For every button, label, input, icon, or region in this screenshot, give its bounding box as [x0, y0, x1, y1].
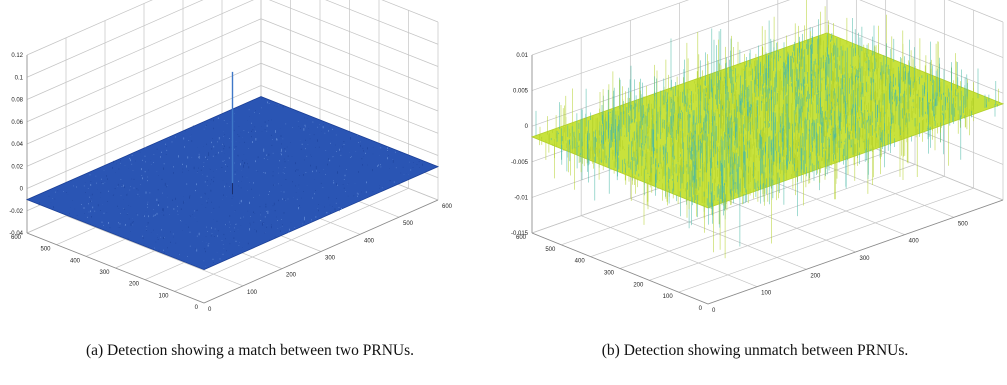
- z-tick-label: 0.04: [11, 142, 23, 148]
- caption-b: (b) Detection showing unmatch between PR…: [601, 342, 909, 359]
- gridline: [826, 21, 1004, 94]
- y-tick-label: 600: [516, 235, 527, 241]
- x-tick-label: 500: [958, 221, 969, 227]
- x-tick-label: 0: [208, 307, 212, 313]
- y-tick-label: 100: [663, 294, 674, 300]
- x-tick-label: 400: [364, 238, 375, 244]
- x-tick-label: 500: [403, 221, 414, 227]
- gridline: [174, 188, 409, 292]
- surface-plot-a: 0.12 0.1 0.08 0.06 0.04 0.02 0 -0.02 -0.04 0 100 20…: [9, 0, 453, 313]
- x-tick-label: 200: [286, 273, 297, 279]
- x-tick-label: 200: [810, 273, 821, 279]
- gridline: [325, 0, 439, 45]
- z-tick-label: 0.12: [11, 53, 23, 59]
- y-tick-label: 300: [604, 271, 615, 277]
- chart-panel-b: 0.01 0.005 0 -0.005 -0.01 -0.015 0 100 200 300 400…: [505, 0, 1005, 385]
- gridline: [531, 0, 791, 91]
- x-tick-label: 0: [712, 308, 716, 314]
- gridline: [619, 164, 916, 269]
- gridline: [678, 187, 974, 293]
- z-tick-label: -0.01: [514, 195, 528, 201]
- y-tick-label: 600: [11, 235, 22, 241]
- z-tick-label: 0.1: [15, 75, 24, 81]
- gridline: [26, 40, 262, 145]
- z-tick-label: 0: [20, 187, 24, 193]
- y-tick-label: 400: [70, 258, 81, 264]
- x-tick-label: 100: [761, 291, 772, 297]
- z-tick-label: 0: [525, 124, 529, 130]
- axis-line: [26, 232, 205, 304]
- gridline: [260, 40, 439, 112]
- z-tick-label: -0.04: [9, 231, 23, 237]
- y-tick-label: 500: [40, 247, 51, 253]
- z-tick-label: 0.06: [11, 120, 23, 126]
- tick-labels-b: 0.01 0.005 0 -0.005 -0.01 -0.015 0 100 200 300 400…: [511, 53, 969, 314]
- tick-labels-a: 0.12 0.1 0.08 0.06 0.04 0.02 0 -0.02 -0.04 0 100 20…: [9, 53, 452, 313]
- gridline: [26, 85, 262, 189]
- gridline: [26, 0, 204, 78]
- x-tick-label: 100: [247, 290, 258, 296]
- z-tick-label: 0.01: [516, 53, 528, 59]
- gridline: [26, 18, 262, 123]
- axis-line: [203, 199, 439, 304]
- y-tick-label: 500: [545, 247, 556, 253]
- gridline: [26, 0, 254, 100]
- z-tick-label: -0.02: [9, 209, 23, 215]
- gridline: [260, 85, 439, 156]
- gridline: [260, 18, 439, 90]
- x-tick-label: 300: [325, 256, 336, 262]
- x-tick-label: 600: [442, 204, 453, 210]
- gridline: [381, 0, 439, 23]
- gridline: [859, 0, 1004, 58]
- x-tick-label: 300: [860, 256, 871, 262]
- z-tick-label: 0.02: [11, 164, 23, 170]
- gridline: [260, 62, 439, 134]
- surface-plot-b: 0.01 0.005 0 -0.005 -0.01 -0.015 0 100 200 300 400…: [511, 0, 1005, 314]
- y-tick-label: 0: [195, 305, 199, 311]
- gridline: [947, 0, 1004, 23]
- chart-panel-a: 0.12 0.1 0.08 0.06 0.04 0.02 0 -0.02 -0.04 0 100 20…: [0, 0, 500, 385]
- gridline: [26, 0, 153, 56]
- y-tick-label: 100: [158, 293, 169, 299]
- gridline: [590, 152, 886, 257]
- caption-a: (a) Detection showing a match between tw…: [85, 342, 414, 359]
- surface-a: [25, 71, 440, 271]
- z-tick-label: 0.005: [513, 89, 529, 95]
- gridline: [26, 62, 262, 167]
- y-tick-label: 0: [699, 306, 703, 312]
- axis-line: [707, 199, 1004, 305]
- z-tick-label: 0.08: [11, 98, 23, 104]
- gridline: [531, 21, 828, 127]
- y-tick-label: 200: [129, 282, 140, 288]
- y-tick-label: 400: [575, 259, 586, 265]
- axis-line: [531, 232, 709, 305]
- surface-b: [530, 0, 1005, 259]
- gridline: [268, 0, 439, 67]
- z-tick-label: -0.015: [511, 231, 529, 237]
- y-tick-label: 200: [633, 282, 644, 288]
- z-tick-label: -0.005: [511, 160, 529, 166]
- y-tick-label: 300: [99, 270, 110, 276]
- x-tick-label: 400: [909, 239, 920, 245]
- gridline: [531, 0, 690, 56]
- gridline: [649, 176, 945, 281]
